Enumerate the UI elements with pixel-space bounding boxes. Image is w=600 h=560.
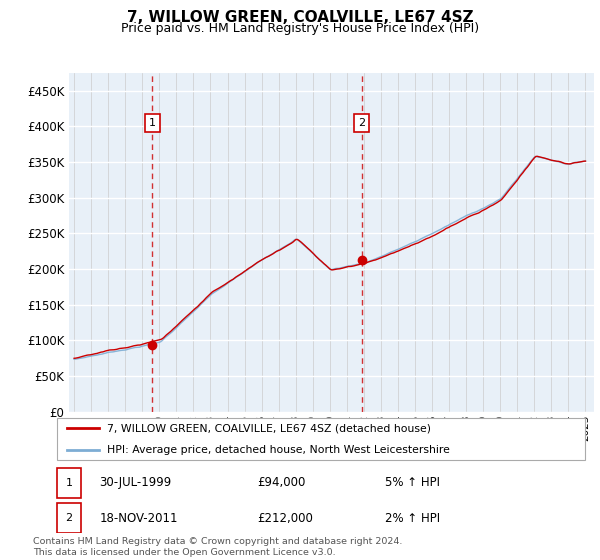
Text: Price paid vs. HM Land Registry's House Price Index (HPI): Price paid vs. HM Land Registry's House … <box>121 22 479 35</box>
FancyBboxPatch shape <box>56 418 586 460</box>
Text: 7, WILLOW GREEN, COALVILLE, LE67 4SZ (detached house): 7, WILLOW GREEN, COALVILLE, LE67 4SZ (de… <box>107 423 431 433</box>
Text: 2: 2 <box>65 513 73 523</box>
Text: Contains HM Land Registry data © Crown copyright and database right 2024.
This d: Contains HM Land Registry data © Crown c… <box>33 537 403 557</box>
Text: 2% ↑ HPI: 2% ↑ HPI <box>385 512 440 525</box>
Text: 5% ↑ HPI: 5% ↑ HPI <box>385 476 440 489</box>
Text: 1: 1 <box>65 478 73 488</box>
Text: £94,000: £94,000 <box>257 476 305 489</box>
Text: 7, WILLOW GREEN, COALVILLE, LE67 4SZ: 7, WILLOW GREEN, COALVILLE, LE67 4SZ <box>127 10 473 25</box>
FancyBboxPatch shape <box>57 468 80 498</box>
Text: HPI: Average price, detached house, North West Leicestershire: HPI: Average price, detached house, Nort… <box>107 445 450 455</box>
Text: 18-NOV-2011: 18-NOV-2011 <box>100 512 178 525</box>
Text: 30-JUL-1999: 30-JUL-1999 <box>100 476 172 489</box>
Text: 1: 1 <box>149 118 155 128</box>
Text: 2: 2 <box>358 118 365 128</box>
FancyBboxPatch shape <box>57 503 80 533</box>
Text: £212,000: £212,000 <box>257 512 313 525</box>
